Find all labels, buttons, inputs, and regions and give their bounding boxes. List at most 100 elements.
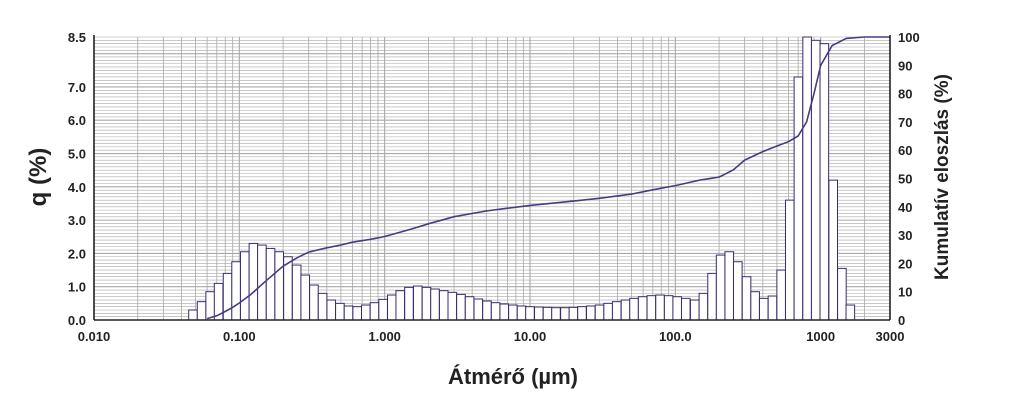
- histogram-bar: [438, 290, 449, 321]
- histogram-bar: [784, 199, 795, 321]
- histogram-bar: [430, 288, 440, 321]
- histogram-bar: [819, 43, 830, 321]
- x-tick-label: 0.010: [78, 329, 111, 344]
- y2-tick-label: 90: [898, 58, 912, 73]
- histogram-bar: [715, 254, 726, 321]
- histogram-bar: [534, 306, 544, 321]
- histogram-bar: [594, 304, 605, 321]
- x-tick-label: 10.00: [514, 329, 547, 344]
- x-axis-title: Átmérő (µm): [448, 364, 578, 389]
- axes-frame: [93, 35, 891, 321]
- histogram-bar: [326, 299, 337, 321]
- histogram-bar: [404, 286, 414, 321]
- histogram-bar: [750, 291, 760, 321]
- tick-labels: 0.010 0.100 1.000 10.00 100.0 1000 30000.01.02…: [68, 30, 920, 344]
- y-tick-label: 2.0: [68, 246, 86, 261]
- histogram-bar: [603, 302, 613, 321]
- histogram-bar: [698, 292, 709, 321]
- histogram-bar: [317, 292, 328, 321]
- histogram-bar: [776, 269, 786, 321]
- histogram-bar: [802, 36, 812, 321]
- y-tick-label: 1.0: [68, 280, 86, 295]
- histogram-bar: [680, 297, 691, 321]
- histogram-bar: [568, 306, 579, 321]
- histogram-bar: [239, 251, 250, 321]
- histogram-bar: [395, 290, 406, 321]
- y-tick-label: 5.0: [68, 147, 86, 162]
- histogram-bar: [369, 302, 380, 321]
- y-tick-label: 4.0: [68, 180, 86, 195]
- histogram-bar: [196, 301, 207, 321]
- histogram-bar: [542, 306, 553, 321]
- histogram-bar: [516, 305, 527, 321]
- histogram-bar: [482, 300, 492, 321]
- y-tick-label: 8.5: [68, 30, 86, 45]
- cumulative-curve: [206, 36, 890, 320]
- histogram-bar: [663, 295, 674, 321]
- histogram-bar: [560, 307, 570, 321]
- histogram-bar: [810, 39, 821, 321]
- y2-tick-label: 30: [898, 228, 912, 243]
- histogram-bar: [265, 247, 276, 321]
- histogram-bar: [793, 76, 804, 321]
- y-tick-label: 7.0: [68, 80, 86, 95]
- histogram-bar: [508, 304, 518, 321]
- histogram-bar: [387, 294, 397, 321]
- histogram-bar: [758, 297, 769, 321]
- y2-tick-label: 0: [898, 313, 905, 328]
- histogram-bar: [724, 251, 735, 321]
- histogram-bar: [421, 286, 432, 321]
- histogram-bar: [412, 285, 423, 321]
- histogram-bar: [378, 298, 388, 321]
- histogram-bar: [767, 295, 778, 321]
- histogram-bar: [352, 306, 362, 321]
- histogram-bar: [300, 274, 311, 321]
- y-axis-title: q (%): [25, 148, 52, 207]
- histogram-bar: [551, 307, 561, 321]
- grid-lines: [93, 36, 891, 321]
- histogram-bar: [741, 276, 752, 321]
- x-tick-label: 1000: [806, 329, 835, 344]
- y2-tick-label: 50: [898, 172, 912, 187]
- histogram-bars: [188, 36, 856, 321]
- y2-tick-label: 10: [898, 285, 912, 300]
- y2-tick-label: 40: [898, 200, 912, 215]
- y2-tick-label: 70: [898, 115, 912, 130]
- histogram-bar: [585, 305, 596, 321]
- histogram-bar: [837, 267, 847, 321]
- histogram-bar: [845, 304, 856, 321]
- histogram-bar: [222, 272, 233, 321]
- y2-tick-label: 80: [898, 87, 912, 102]
- histogram-bar: [274, 251, 284, 321]
- histogram-bar: [188, 309, 198, 321]
- y-tick-label: 6.0: [68, 113, 86, 128]
- histogram-bar: [309, 284, 319, 321]
- x-tick-label: 100.0: [659, 329, 692, 344]
- histogram-bar: [611, 301, 622, 321]
- histogram-bar: [525, 306, 535, 321]
- histogram-bar: [689, 299, 700, 321]
- histogram-bar: [248, 242, 259, 321]
- y2-tick-label: 20: [898, 256, 912, 271]
- histogram-bar: [361, 304, 371, 321]
- x-tick-label: 3000: [876, 329, 905, 344]
- histogram-bar: [620, 299, 631, 321]
- histogram-bar: [499, 303, 510, 321]
- histogram-bar: [672, 296, 682, 321]
- histogram-bar: [707, 272, 717, 321]
- histogram-bar: [629, 297, 639, 321]
- histogram-bar: [490, 302, 501, 321]
- histogram-bar: [646, 295, 657, 321]
- histogram-bar: [464, 296, 475, 321]
- histogram-bar: [732, 261, 743, 321]
- y2-tick-label: 60: [898, 143, 912, 158]
- histogram-bar: [291, 264, 302, 321]
- x-tick-label: 0.100: [223, 329, 256, 344]
- histogram-bar: [577, 306, 587, 321]
- cumulative-curve-layer: [206, 36, 890, 320]
- histogram-bar: [283, 256, 293, 321]
- histogram-bar: [205, 291, 215, 321]
- histogram-bar: [335, 302, 345, 321]
- y-tick-label: 3.0: [68, 213, 86, 228]
